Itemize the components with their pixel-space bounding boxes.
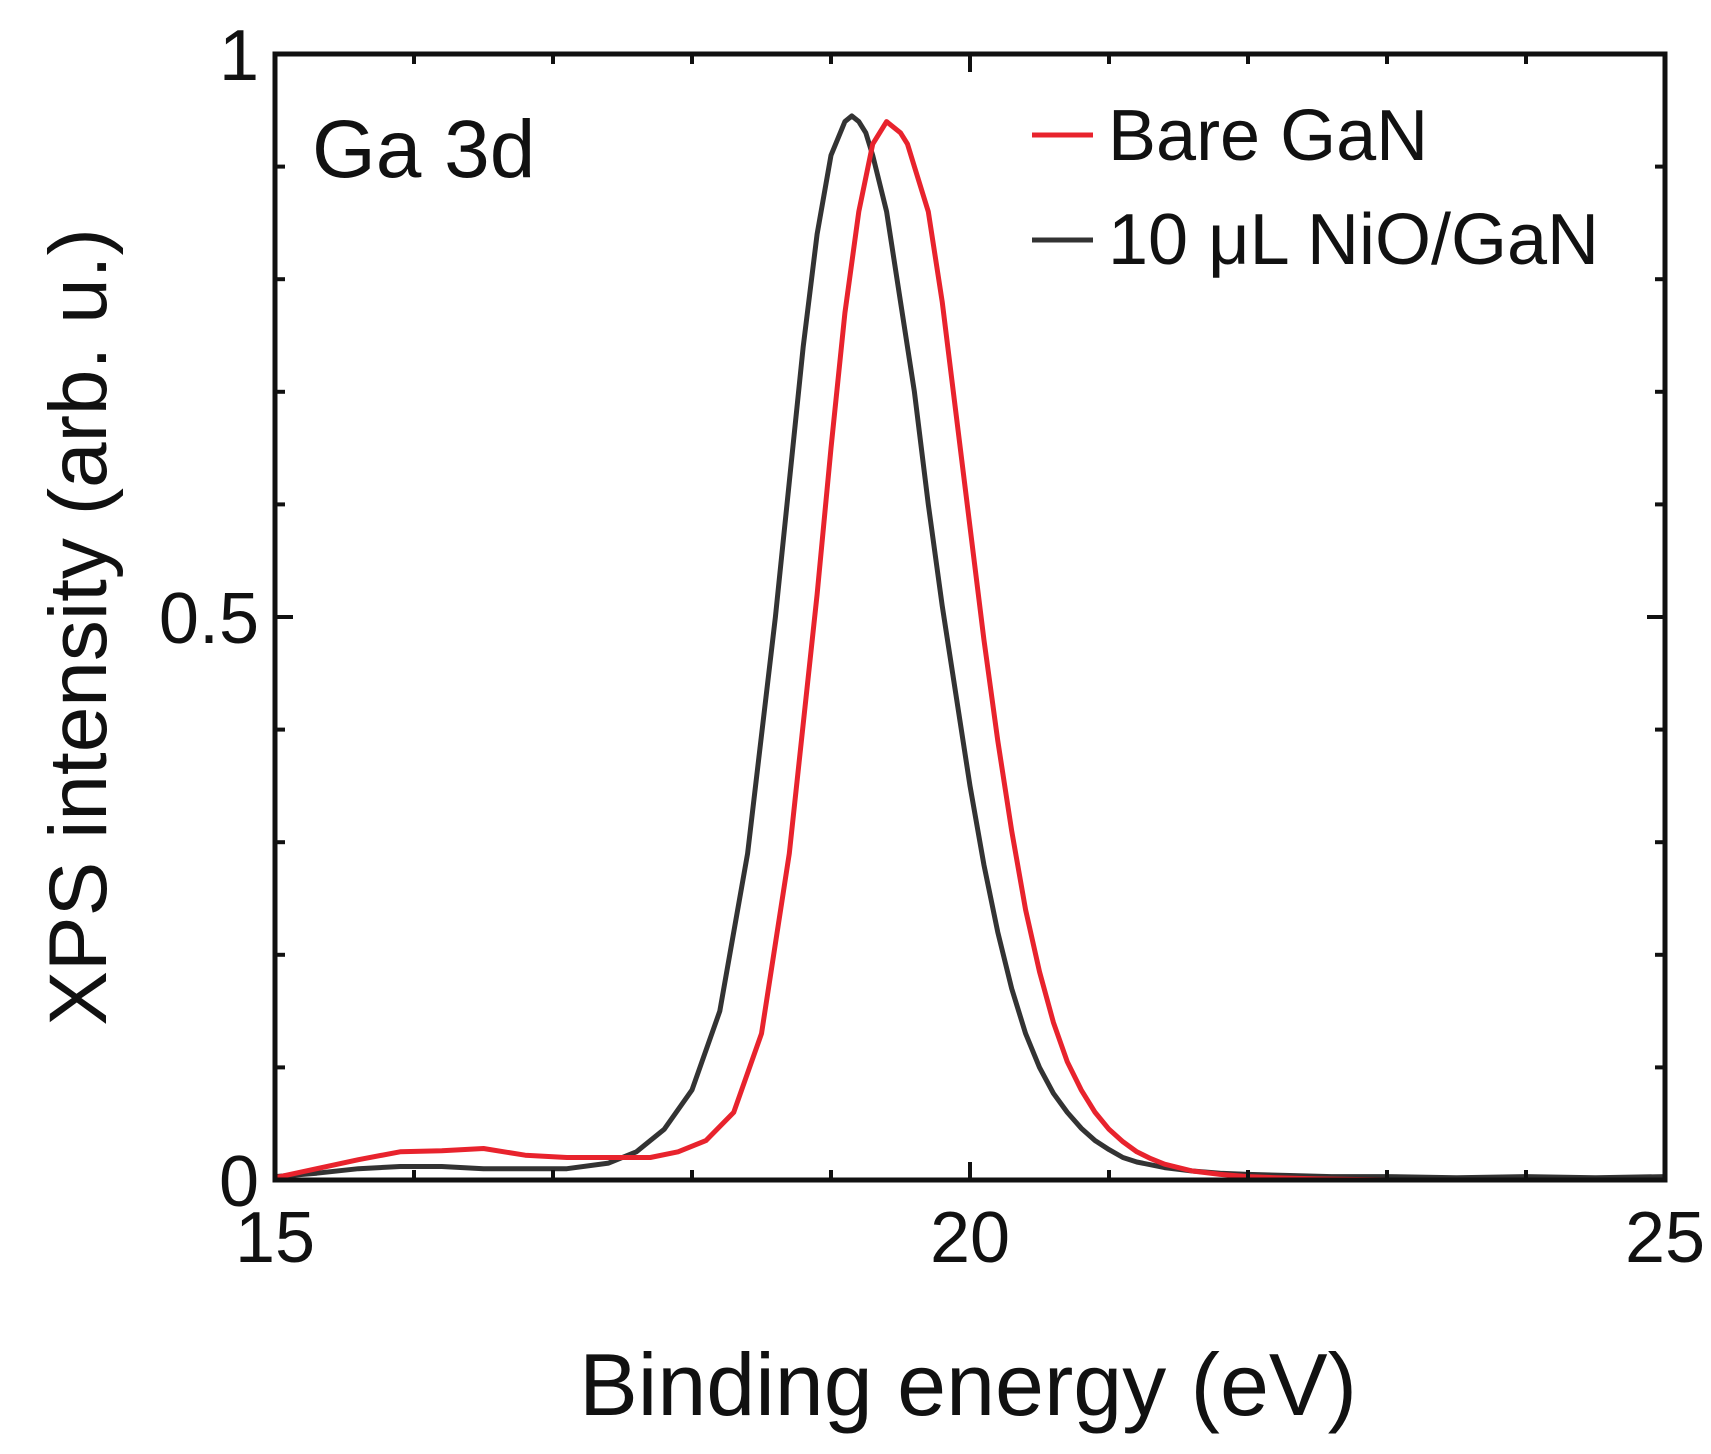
- annotation-ga-3d: Ga 3d: [312, 104, 535, 195]
- y-tick-label: 0.5: [159, 579, 259, 659]
- plot-area: 15 20 25 0 0.5 1: [159, 16, 1705, 1278]
- series-line-bare-gan: [274, 119, 1665, 1183]
- x-tick-label: 15: [235, 1198, 315, 1278]
- legend: Bare GaN 10 μL NiO/GaN: [1032, 96, 1599, 280]
- x-tick-label: 25: [1625, 1198, 1705, 1278]
- x-axis-label: Binding energy (eV): [579, 1335, 1357, 1434]
- x-tick-label: 20: [930, 1198, 1010, 1278]
- y-axis-label: XPS intensity (arb. u.): [33, 228, 124, 1026]
- legend-label-bare-gan: Bare GaN: [1108, 96, 1428, 176]
- y-tick-label: 0: [219, 1142, 259, 1222]
- y-tick-label: 1: [219, 16, 259, 96]
- legend-label-nio-gan: 10 μL NiO/GaN: [1108, 200, 1599, 280]
